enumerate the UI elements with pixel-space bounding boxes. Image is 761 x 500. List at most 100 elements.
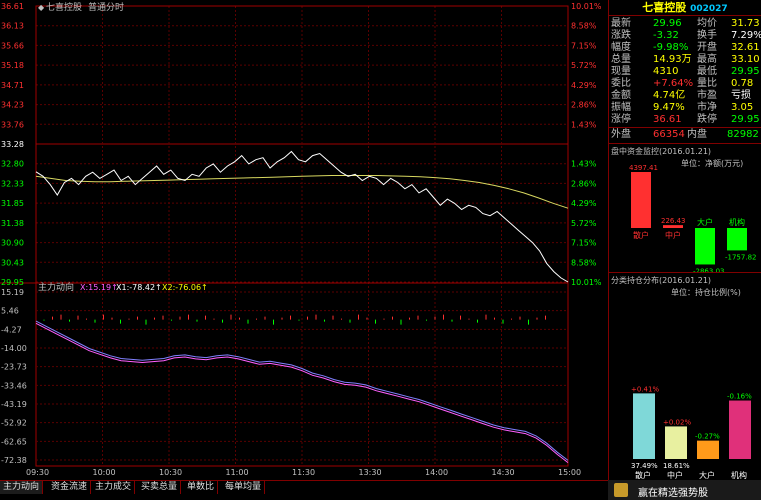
pct-tick-label: 8.58% (571, 22, 597, 31)
quote-row: 最新 29.96 均价 31.73 (609, 18, 761, 29)
chart-stock-name: 七喜控股 (46, 1, 82, 13)
inner-value: 82982 (727, 129, 759, 140)
quote-value: 9.47% (653, 102, 685, 113)
tab-main-trade[interactable]: 主力成交 (92, 481, 136, 494)
avg-price-line (35, 175, 569, 209)
holding-dist-title: 分类持仓分布(2016.01.21) (611, 276, 712, 285)
time-tick-label: 13:30 (359, 468, 382, 477)
price-tick-label: 32.80 (1, 160, 24, 169)
banner-logo-icon (614, 483, 628, 497)
pct-tick-label: 2.86% (571, 101, 597, 110)
holding-dist-chart: +0.41% 37.49%散户 +0.02% 18.61%中户 -0.27% 大户 -0.1… (631, 385, 752, 480)
quote-value: 亏损 (731, 90, 751, 101)
fund-bar-label: 散户 (633, 230, 649, 240)
quote-label: 市净 (697, 102, 717, 113)
fund-bar (663, 225, 683, 228)
time-tick-label: 11:00 (226, 468, 249, 477)
tab-buy-sell-volume[interactable]: 买卖总量 (138, 481, 182, 494)
quote-row: 幅度 -9.98% 开盘 32.61 (609, 42, 761, 53)
quote-stock-code: 002027 (690, 4, 728, 14)
time-tick-label: 11:30 (292, 468, 315, 477)
intraday-chart-svg[interactable]: 七喜控股 普通分时 ◆ 主力动向 X:15.19↑ X1:-78.42↑ X2:… (0, 0, 608, 480)
flow-tick-label: -62.65 (1, 437, 27, 446)
flow-tick-label: -33.46 (1, 381, 27, 390)
holding-change: +0.02% (663, 418, 691, 426)
quote-label: 均价 (697, 18, 717, 29)
pct-tick-label: 10.01% (571, 278, 602, 287)
holding-bar (729, 400, 751, 459)
flow-tick-label: -4.27 (1, 325, 22, 334)
holding-change: -0.27% (695, 433, 720, 441)
pct-tick-label: 2.86% (571, 179, 597, 188)
price-tick-label: 30.90 (1, 239, 24, 248)
fund-bar-value: 226.43 (661, 217, 686, 225)
holding-bar (665, 426, 687, 459)
outer-value: 66354 (653, 129, 685, 140)
quote-title: 七喜控股 002027 (609, 0, 761, 16)
quote-value: 32.61 (731, 42, 760, 53)
tab-main-force[interactable]: 主力动向 (0, 481, 44, 494)
price-tick-label: 34.71 (1, 81, 24, 90)
quote-label: 总量 (611, 54, 631, 65)
fund-bar-value: -2863.03 (693, 267, 724, 272)
tab-fund-speed[interactable]: 资金流速 (48, 481, 92, 494)
quote-value: 31.73 (731, 18, 760, 29)
tab-avg-per-order[interactable]: 每单均量 (222, 481, 266, 494)
price-tick-label: 35.66 (1, 41, 24, 50)
quote-row: 涨停 36.61 跌停 29.95 (609, 114, 761, 125)
price-tick-label: 33.28 (1, 140, 24, 149)
pct-tick-label: 4.29% (571, 199, 597, 208)
fund-bar (695, 228, 715, 265)
quote-label: 最高 (697, 54, 717, 65)
fund-monitor-chart: 4397.41 散户 226.43 中户 -2863.03 大户 -1757.82 机构 (629, 164, 756, 272)
chart-mode-label[interactable]: 普通分时 (88, 1, 124, 13)
flow-tick-label: -43.19 (1, 400, 27, 409)
time-tick-label: 09:30 (26, 468, 49, 477)
time-tick-label: 15:00 (558, 468, 581, 477)
holding-bar (697, 440, 719, 459)
quote-value: 3.05 (731, 102, 754, 113)
pct-tick-label: 5.72% (571, 219, 597, 228)
quote-value: -9.98% (653, 42, 689, 53)
quote-row: 现量 4310 最低 29.95 (609, 66, 761, 77)
price-tick-label: 31.85 (1, 199, 24, 208)
pct-tick-label: 7.15% (571, 239, 597, 248)
time-tick-label: 14:30 (492, 468, 515, 477)
holding-pct: 18.61% (663, 462, 690, 470)
quote-label: 最新 (611, 18, 631, 29)
holding-label: 大户 (699, 470, 715, 480)
quote-value: 29.96 (653, 18, 682, 29)
quote-value: 4.74亿 (653, 90, 686, 101)
quote-value: -3.32 (653, 30, 679, 41)
chart-dot-icon: ◆ (38, 3, 45, 12)
fund-monitor-title: 盘中资金监控(2016.01.21) (611, 147, 712, 156)
flow-panel-label: 主力动向 (38, 281, 74, 293)
quote-label: 振幅 (611, 102, 631, 113)
promo-banner[interactable]: 赢在精选强势股 (608, 480, 761, 500)
holding-pct: 37.49% (631, 462, 658, 470)
quote-value: 29.95 (731, 114, 760, 125)
fund-bar-label: 大户 (697, 217, 713, 227)
pct-tick-label: 10.01% (571, 2, 602, 11)
flow-tick-label: 15.19 (1, 288, 24, 297)
quote-value: 29.95 (731, 66, 760, 77)
price-line (35, 150, 569, 283)
fund-bar-label: 中户 (665, 230, 681, 240)
quote-row: 委比 +7.64% 量比 0.78 (609, 78, 761, 89)
quote-row: 振幅 9.47% 市净 3.05 (609, 102, 761, 113)
price-tick-label: 36.61 (1, 2, 24, 11)
fund-bar (727, 228, 747, 251)
price-tick-label: 35.18 (1, 61, 24, 70)
price-tick-label: 31.38 (1, 219, 24, 228)
quote-label: 跌停 (697, 114, 717, 125)
fund-bar-value: 4397.41 (629, 164, 658, 172)
intraday-chart-area[interactable]: 七喜控股 普通分时 ◆ 主力动向 X:15.19↑ X1:-78.42↑ X2:… (0, 0, 608, 500)
price-tick-label: 33.76 (1, 120, 24, 129)
tab-order-ratio[interactable]: 单数比 (184, 481, 219, 494)
holding-change: +0.41% (631, 385, 659, 393)
flow-tick-label: -23.73 (1, 363, 27, 372)
pct-tick-label: 5.72% (571, 61, 597, 70)
quote-row: 总量 14.93万 最高 33.10 (609, 54, 761, 65)
quote-panel: 七喜控股 002027 最新 29.96 均价 31.73 涨跌 -3.32 换手 7.29%… (608, 0, 761, 500)
price-tick-label: 34.23 (1, 101, 24, 110)
